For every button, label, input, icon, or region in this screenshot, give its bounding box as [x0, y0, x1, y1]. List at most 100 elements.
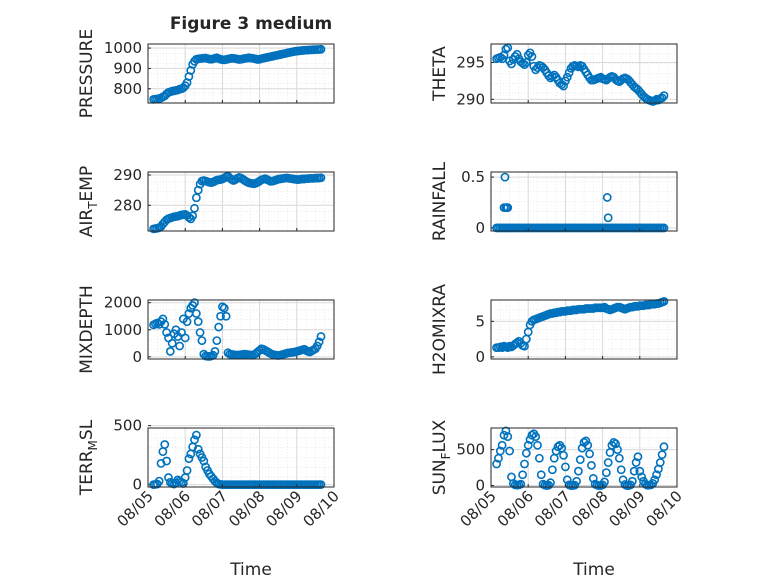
data-point: [512, 49, 522, 59]
axes-box: [147, 299, 335, 360]
axes-box: [490, 43, 678, 104]
data-point: [167, 338, 177, 348]
axes-box: [490, 427, 678, 488]
data-point: [633, 452, 643, 462]
data-point: [221, 311, 231, 321]
y-tick-label: 0.5: [461, 168, 485, 186]
data-point: [600, 477, 609, 487]
y-label-main: PRESSURE: [77, 29, 97, 118]
data-point: [614, 453, 624, 463]
data-point: [520, 459, 529, 469]
data-point: [193, 317, 203, 327]
y-label-main: THETA: [430, 46, 450, 102]
y-axis-label: AIRTEMP: [77, 166, 100, 237]
data-point: [587, 461, 596, 470]
y-tick-label: 0: [132, 348, 142, 366]
data-point: [199, 456, 209, 466]
data-point: [501, 44, 511, 54]
data-point: [518, 58, 528, 68]
data-point: [655, 458, 665, 467]
data-point: [659, 91, 669, 101]
data-point: [503, 343, 513, 353]
data-point: [564, 68, 574, 78]
subplot-h2omixra: 0 5 H2OMIXRA: [430, 284, 678, 375]
y-tick-label: 900: [113, 59, 142, 77]
data-point: [507, 59, 516, 69]
axes-box: [147, 427, 335, 488]
data-point: [197, 336, 207, 345]
data-point: [314, 337, 324, 347]
y-tick-label: 0: [475, 477, 485, 495]
data-point: [516, 479, 526, 489]
data-point: [182, 317, 192, 327]
y-tick-label: 2000: [104, 294, 142, 312]
figure-title: Figure 3 medium: [170, 14, 332, 34]
data-point: [574, 62, 583, 72]
y-label-main: H2OMIXRA: [430, 284, 450, 375]
y-axis-label: RAINFALL: [430, 161, 450, 241]
data-point: [210, 347, 220, 356]
y-label-suffix: LUX: [430, 419, 450, 452]
data-point: [635, 466, 645, 476]
axes-box: [490, 299, 678, 360]
data-point: [316, 173, 326, 183]
data-point: [561, 462, 570, 472]
data-point: [637, 472, 647, 482]
data-point: [190, 435, 199, 445]
data-point: [602, 193, 612, 202]
data-point: [503, 203, 513, 212]
data-point: [629, 466, 639, 476]
data-point: [193, 444, 203, 454]
data-point: [657, 93, 667, 103]
data-point: [184, 454, 194, 464]
y-tick-label: 800: [113, 80, 142, 98]
data-point: [609, 437, 619, 447]
data-point: [214, 322, 224, 332]
data-point: [536, 470, 546, 480]
data-point: [520, 60, 529, 70]
y-label-main: AIR: [77, 209, 97, 238]
data-point: [212, 336, 222, 345]
y-tick-label: 500: [113, 417, 142, 435]
data-point: [500, 172, 510, 182]
data-point: [191, 430, 201, 440]
x-axis-label-left: Time: [229, 560, 272, 580]
data-point: [505, 446, 514, 456]
y-tick-label: 1000: [104, 39, 142, 57]
subplot-air-temp: 280 290 AIRTEMP: [77, 166, 335, 237]
y-tick-label: 295: [456, 53, 485, 71]
data-point: [158, 314, 168, 324]
data-point: [574, 466, 583, 476]
data-point: [316, 332, 326, 341]
y-tick-label: 5: [475, 312, 485, 330]
subplot-pressure: 800 900 1000 PRESSURE: [77, 29, 335, 118]
data-point: [195, 328, 205, 337]
y-axis-label: SUNFLUX: [430, 419, 453, 495]
y-axis-label: H2OMIXRA: [430, 284, 450, 375]
data-point: [559, 81, 568, 91]
data-point: [503, 432, 513, 442]
y-tick-label: 290: [456, 90, 485, 108]
data-point: [562, 72, 572, 82]
data-point: [546, 478, 555, 488]
data-point: [217, 302, 227, 312]
x-axis-label-right: Time: [572, 560, 615, 580]
data-point: [652, 470, 661, 480]
data-point: [627, 476, 637, 486]
data-point: [531, 432, 541, 442]
data-point: [575, 455, 585, 465]
y-tick-label: 280: [113, 196, 142, 214]
data-point: [631, 458, 641, 467]
data-point: [527, 52, 537, 61]
y-tick-label: 0: [475, 348, 485, 366]
data-point: [191, 309, 201, 318]
data-point: [603, 213, 613, 223]
y-tick-label: 0: [475, 219, 485, 237]
data-point: [583, 440, 593, 450]
data-point: [190, 298, 199, 308]
data-point: [180, 333, 190, 343]
data-point: [190, 203, 199, 213]
data-point: [650, 475, 660, 485]
y-tick-label: 500: [456, 441, 485, 459]
data-point: [523, 440, 533, 450]
